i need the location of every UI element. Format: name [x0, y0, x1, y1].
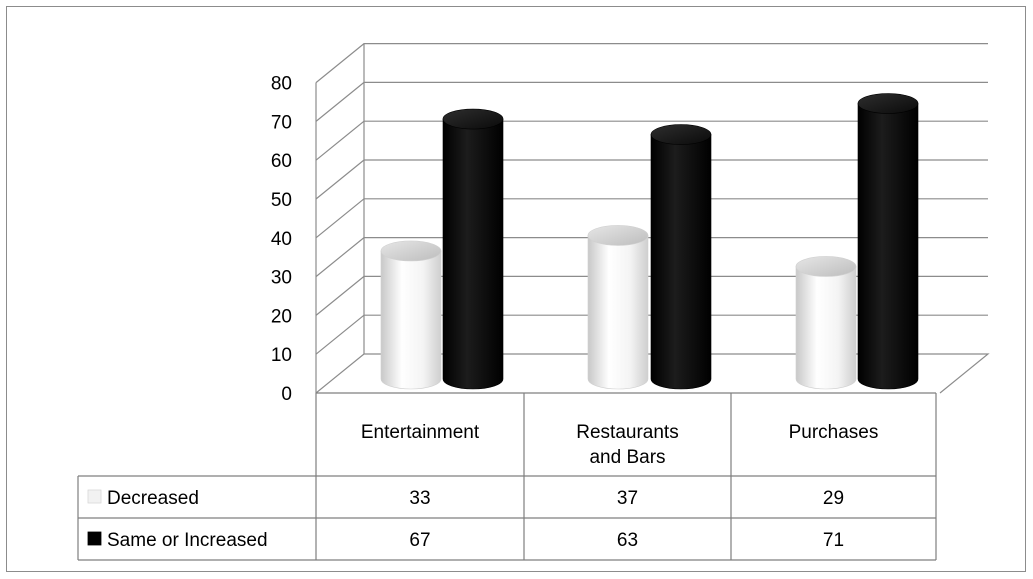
legend-swatch: [87, 531, 102, 546]
x-tick-label: and Bars: [589, 447, 665, 468]
data-label: 71: [823, 530, 844, 551]
y-tick-label: 70: [271, 112, 292, 133]
x-tick-label: Restaurants: [576, 422, 678, 443]
data-label: 37: [617, 488, 638, 509]
data-table: Entertainment Restaurants and Bars Purchase…: [77, 392, 937, 561]
x-tick-label: Entertainment: [361, 422, 480, 443]
gridline: [315, 43, 988, 84]
y-tick-label: 80: [271, 74, 292, 95]
bar: [795, 256, 857, 390]
y-tick-label: 30: [271, 268, 292, 289]
data-label: 33: [409, 488, 430, 509]
data-label: 29: [823, 488, 844, 509]
y-tick-label: 50: [271, 190, 292, 211]
legend-swatch: [87, 489, 102, 504]
legend-entry: Same or Increased: [107, 530, 268, 551]
y-tick-label: 40: [271, 229, 292, 250]
data-label: 67: [409, 530, 430, 551]
y-tick-label: 60: [271, 151, 292, 172]
y-axis-tick-labels: 0 10 20 30 40 50 60 70 80: [271, 74, 292, 405]
bar: [857, 93, 919, 390]
bar: [587, 225, 649, 390]
bar: [442, 108, 504, 390]
y-tick-label: 0: [281, 384, 292, 405]
data-label: 63: [617, 530, 638, 551]
bar: [380, 240, 442, 390]
legend-entry: Decreased: [107, 488, 199, 509]
bars: [380, 93, 919, 390]
gridlines: [315, 43, 990, 394]
y-tick-label: 20: [271, 306, 292, 327]
bar: [650, 124, 712, 390]
y-tick-label: 10: [271, 345, 292, 366]
x-tick-label: Purchases: [789, 422, 879, 443]
